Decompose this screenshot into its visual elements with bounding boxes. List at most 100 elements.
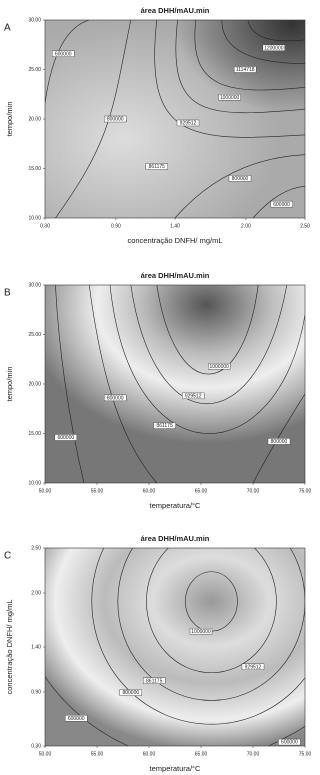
y-tick-label: 20.00 [28, 381, 41, 387]
panel-letter: A [4, 23, 11, 34]
contour-line [55, 285, 85, 483]
x-tick-label: 75.00 [299, 751, 312, 757]
y-tick-label: 15.00 [28, 166, 41, 172]
y-axis-label: tempo/min [5, 101, 14, 136]
contour-label: 800000 [107, 395, 124, 401]
x-tick-label: 60.00 [143, 488, 156, 494]
contour-line [130, 285, 288, 404]
y-tick-label: 30.00 [28, 282, 41, 288]
y-tick-label: 15.00 [28, 431, 41, 437]
panel-letter: C [4, 551, 11, 562]
y-tick-label: 20.00 [28, 116, 41, 122]
contour-label-box [267, 438, 291, 445]
chart-title: área DHH/mAU.min [141, 271, 210, 280]
contour-label: 1000000 [191, 629, 211, 635]
contour-label: 1000000 [209, 364, 229, 370]
contour-label-box [176, 119, 200, 127]
contour-label: 1000000 [220, 95, 240, 101]
surface-shading [45, 20, 305, 218]
x-tick-label: 65.00 [195, 751, 208, 757]
contour-label: 600000 [55, 51, 72, 57]
contour-label: 600000 [57, 435, 74, 441]
x-tick-label: 55.00 [91, 488, 104, 494]
contour-label: 929512 [185, 394, 202, 400]
contour-label-box [207, 362, 231, 370]
surface-shading [45, 285, 305, 483]
contour-label-box [103, 115, 127, 123]
contour-line [175, 20, 305, 114]
contour-label-box [54, 434, 77, 441]
x-axis-label: temperatura/°C [150, 501, 202, 510]
contour-label: 600000 [68, 716, 85, 722]
contour-line [88, 285, 158, 483]
x-tick-label: 50.00 [39, 488, 52, 494]
y-axis-label: concentração DNFH/ mg/mL [5, 599, 14, 694]
contour-line [55, 20, 132, 218]
x-tick-label: 50.00 [39, 751, 52, 757]
x-tick-label: 70.00 [247, 751, 260, 757]
y-tick-label: 25.00 [28, 67, 41, 73]
y-tick-label: 0.30 [31, 743, 41, 749]
contour-label: 600000 [273, 202, 290, 208]
contour-line [252, 186, 305, 218]
contour-label-box [241, 663, 265, 670]
x-tick-label: 75.00 [299, 488, 312, 494]
contour-label-box [64, 715, 88, 722]
contour-label-box [270, 200, 293, 208]
y-tick-label: 10.00 [28, 480, 41, 486]
y-tick-label: 0.90 [31, 689, 41, 695]
contour-line [194, 20, 305, 91]
plot-frame [44, 547, 306, 747]
chart-title: área DHH/mAU.min [141, 534, 210, 543]
y-tick-label: 2.50 [31, 545, 41, 551]
x-tick-label: 0.90 [111, 223, 121, 229]
contour-line [109, 285, 305, 434]
panel-letter: B [4, 288, 11, 299]
contour-line [91, 548, 305, 725]
x-tick-label: 2.00 [241, 223, 251, 229]
x-tick-label: 65.00 [195, 488, 208, 494]
contour-label-box [262, 44, 285, 51]
contour-label-box [145, 163, 169, 170]
contour-line [146, 548, 277, 674]
x-tick-label: 70.00 [247, 488, 260, 494]
contour-label-box [52, 50, 75, 57]
y-tick-label: 2.00 [31, 590, 41, 596]
contour-label-box [142, 677, 166, 684]
contour-label-box [278, 738, 301, 746]
contour-label-box [228, 175, 252, 182]
contour-label-box [103, 394, 127, 402]
contour-line [247, 20, 305, 42]
x-tick-label: 55.00 [91, 751, 104, 757]
y-axis-label: tempo/min [5, 366, 14, 401]
y-tick-label: 30.00 [28, 17, 41, 23]
x-tick-label: 0.30 [40, 223, 50, 229]
contour-label: 800000 [107, 117, 124, 123]
contour-label: 861175 [146, 678, 163, 684]
plot-frame [44, 19, 306, 219]
y-tick-label: 1.40 [31, 644, 41, 650]
contour-label-box [218, 94, 241, 101]
contour-label: 800000 [271, 439, 288, 445]
plot-frame [44, 284, 306, 484]
x-tick-label: 60.00 [143, 751, 156, 757]
contour-line [268, 725, 305, 746]
contour-line [45, 20, 90, 104]
contour-label-box [189, 627, 213, 635]
contour-label: 929512 [180, 121, 197, 127]
contour-label: 861175 [156, 423, 173, 429]
x-axis-label: temperatura/°C [150, 764, 202, 773]
contour-label: 1114718 [236, 67, 255, 73]
contour-line [221, 20, 305, 64]
contour-label: 800000 [122, 690, 139, 696]
contour-label: 1200000 [264, 45, 284, 51]
contour-label-box [233, 66, 257, 73]
contour-label: 600000 [281, 740, 298, 746]
contour-line [174, 154, 305, 218]
contour-line [156, 285, 259, 375]
x-tick-label: 1.40 [170, 223, 180, 229]
